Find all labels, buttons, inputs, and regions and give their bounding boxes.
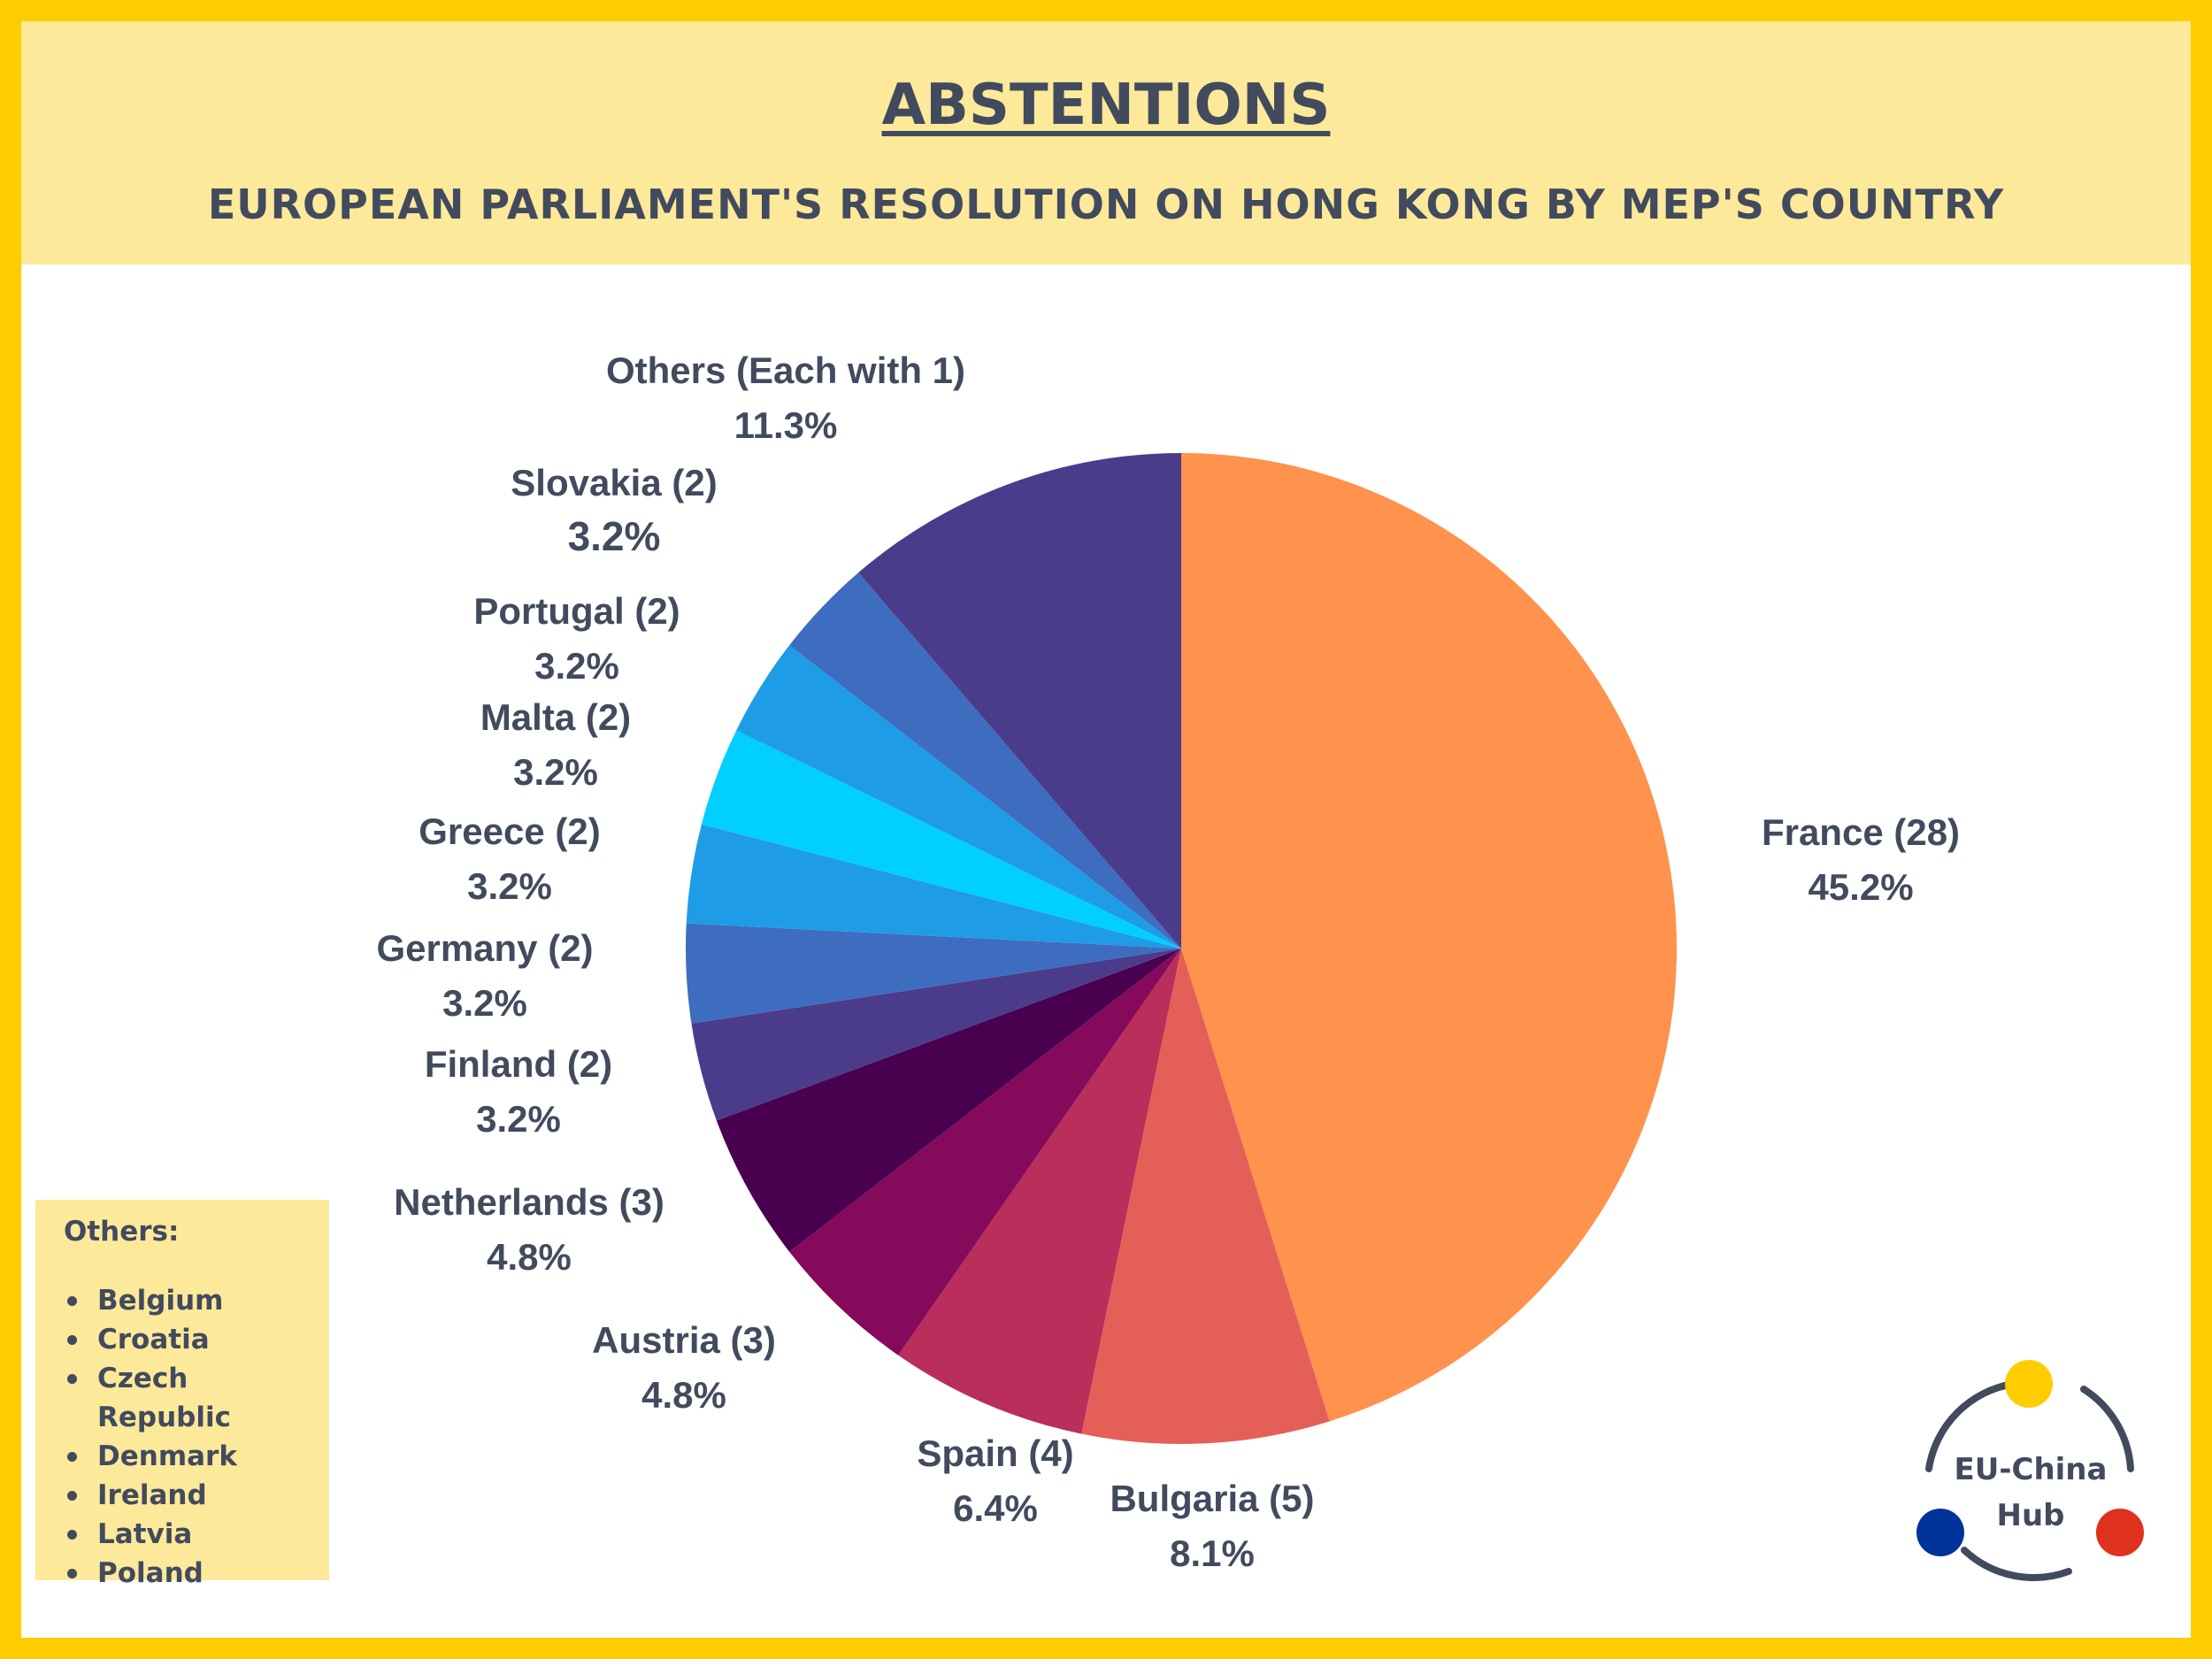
slice-label: France (28) (1762, 811, 1960, 853)
slice-label: Austria (3) (592, 1319, 776, 1361)
pie-slice (789, 949, 1181, 1356)
others-legend-item: Poland (64, 1554, 329, 1593)
others-legend-item: Croatia (64, 1320, 329, 1359)
pie-slice (858, 453, 1181, 949)
slice-label: Bulgaria (5) (1110, 1478, 1314, 1519)
logo-blue-dot-icon (1916, 1509, 1964, 1556)
pie-slice (701, 730, 1181, 949)
bullet-icon (67, 1452, 77, 1462)
pie-slice (686, 824, 1181, 949)
bullet-icon (67, 1335, 77, 1345)
bullet-icon (67, 1491, 77, 1501)
slice-percent-label: 4.8% (641, 1374, 726, 1416)
others-legend-item: Belgium (64, 1281, 329, 1320)
others-legend-item: Czech Republic (64, 1359, 329, 1437)
slice-label: Others (Each with 1) (606, 349, 965, 391)
pie-slice (789, 572, 1181, 949)
pie-slice (686, 923, 1181, 1024)
pie-slice (736, 645, 1181, 949)
others-legend-title: Others: (64, 1216, 180, 1248)
bullet-icon (67, 1530, 77, 1540)
pie-slice (716, 949, 1181, 1252)
chart-title: ABSTENTIONS (881, 73, 1331, 138)
logo-ring-icon (1916, 1360, 2144, 1581)
pie-slice (898, 949, 1181, 1434)
slice-label: Finland (2) (425, 1043, 612, 1085)
slice-percent-label: 11.3% (734, 404, 838, 446)
logo-red-dot-icon (2096, 1509, 2144, 1556)
slice-label: Spain (4) (917, 1432, 1073, 1474)
pie-slice (1081, 949, 1330, 1444)
logo-arc-right (2080, 1386, 2134, 1472)
slice-label: Portugal (2) (473, 590, 680, 632)
slice-percent-label: 4.8% (487, 1236, 572, 1278)
logo-yellow-dot-icon (2005, 1360, 2053, 1408)
others-legend-item: Denmark (64, 1437, 329, 1476)
logo-line-2: Hub (1996, 1498, 2065, 1533)
others-legend-item: Ireland (64, 1476, 329, 1515)
slice-label: Malta (2) (480, 696, 631, 738)
logo-text: EU-China Hub (1902, 1447, 2159, 1539)
slice-percent-label: 3.2% (534, 645, 619, 687)
slice-percent-label: 8.1% (1170, 1532, 1255, 1574)
slice-label: Netherlands (3) (394, 1181, 664, 1223)
slice-percent-label: 3.2% (568, 513, 661, 559)
slice-percent-label: 3.2% (467, 865, 552, 907)
others-legend-box: Others: Belgium Croatia Czech Republic D… (35, 1200, 329, 1589)
logo-line-1: EU-China (1954, 1452, 2108, 1487)
pie-slice (1181, 453, 1677, 1422)
eu-china-hub-logo: EU-China Hub (1902, 1336, 2159, 1593)
slice-percent-label: 3.2% (513, 751, 598, 793)
bullet-icon (67, 1296, 77, 1306)
slice-percent-label: 45.2% (1808, 866, 1913, 908)
bullet-icon (67, 1374, 77, 1384)
bullet-icon (67, 1569, 77, 1578)
slice-label: Greece (2) (419, 810, 600, 852)
slice-label: Germany (2) (376, 927, 593, 969)
pie-slice (691, 949, 1181, 1121)
logo-arc-bottom (1961, 1547, 2072, 1581)
slice-percent-label: 3.2% (476, 1098, 561, 1140)
header-band: ABSTENTIONS EUROPEAN PARLIAMENT'S RESOLU… (21, 21, 2191, 265)
others-legend-item: Latvia (64, 1515, 329, 1554)
slice-percent-label: 6.4% (953, 1487, 1038, 1529)
others-legend-list: Belgium Croatia Czech Republic Denmark I… (64, 1281, 329, 1593)
slice-percent-label: 3.2% (442, 982, 527, 1024)
chart-subtitle: EUROPEAN PARLIAMENT'S RESOLUTION ON HONG… (207, 180, 2005, 228)
slice-label: Slovakia (2) (511, 462, 717, 503)
logo-arc-left (1925, 1380, 2017, 1472)
